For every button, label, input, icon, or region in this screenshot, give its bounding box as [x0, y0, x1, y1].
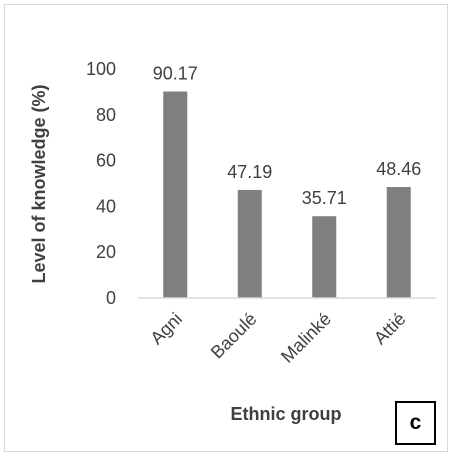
- bar-malinké: [312, 216, 337, 298]
- bar-attié: [386, 187, 411, 298]
- y-tick-label: 0: [106, 288, 116, 308]
- x-tick-label: Attié: [370, 309, 410, 349]
- x-tick-label: Baoulé: [207, 309, 261, 363]
- y-tick-label: 40: [96, 196, 116, 216]
- panel-label: c: [395, 401, 436, 445]
- bar-baoulé: [237, 189, 262, 298]
- data-label: 35.71: [302, 188, 347, 208]
- bars: [163, 91, 411, 298]
- y-axis-title: Level of knowledge (%): [29, 84, 49, 283]
- y-tick-label: 100: [86, 59, 116, 79]
- y-tick-label: 60: [96, 151, 116, 171]
- x-axis-title: Ethnic group: [231, 404, 342, 424]
- chart-frame: [4, 4, 448, 452]
- data-label: 90.17: [153, 64, 198, 84]
- data-labels: 90.17 47.19 35.71 48.46: [153, 64, 422, 209]
- x-tick-label: Malinké: [277, 309, 335, 367]
- data-label: 48.46: [376, 159, 421, 179]
- y-tick-label: 80: [96, 105, 116, 125]
- y-axis-ticks: 0 20 40 60 80 100: [86, 59, 116, 308]
- x-tick-label: Agni: [146, 309, 186, 349]
- y-tick-label: 20: [96, 242, 116, 262]
- data-label: 47.19: [227, 162, 272, 182]
- bar-agni: [163, 91, 188, 298]
- x-axis-ticks: Agni Baoulé Malinké Attié: [146, 309, 409, 367]
